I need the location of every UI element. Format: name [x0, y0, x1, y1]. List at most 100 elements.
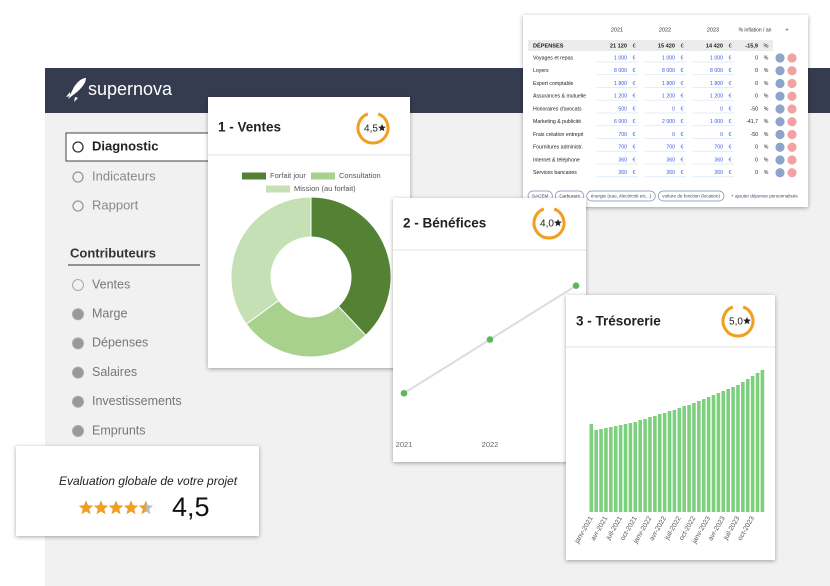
contributor-item[interactable]: Salaires: [92, 365, 137, 379]
contributor-item[interactable]: Investissements: [92, 394, 182, 408]
delete-button[interactable]: [787, 53, 797, 63]
chip-label[interactable]: énergie (eau, électricité etc...): [591, 194, 652, 199]
chip-label[interactable]: + ajouter dépense personnalisée: [731, 194, 798, 199]
bar: [755, 373, 760, 512]
bar: [697, 401, 701, 512]
menu-item[interactable]: Diagnostic: [92, 138, 158, 153]
cell-value: 360: [618, 157, 627, 163]
chip[interactable]: [727, 191, 802, 201]
star-filled: [123, 500, 139, 515]
cell-unit: %: [764, 106, 769, 112]
card-background: [393, 198, 586, 462]
chip-label[interactable]: voiture de fonction (location): [662, 194, 720, 199]
contributor-item[interactable]: Emprunts: [92, 423, 146, 437]
row-label: Marketing & publicité: [533, 119, 581, 125]
cell-inflation: 0: [755, 145, 758, 151]
menu-item[interactable]: Rapport: [92, 197, 139, 212]
cell-value: 700: [618, 132, 627, 138]
point: [400, 389, 408, 397]
edit-button[interactable]: [775, 129, 785, 140]
cell-unit: €: [633, 68, 636, 74]
cell-unit: €: [633, 119, 636, 125]
contributor-icon: [72, 308, 84, 321]
row-label: Voyages et repas: [533, 55, 573, 61]
cell-unit: %: [764, 170, 769, 176]
edit-button[interactable]: [775, 78, 785, 89]
row-label: DÉPENSES: [533, 41, 564, 49]
delete-button[interactable]: [787, 142, 797, 152]
cell-unit: €: [633, 55, 636, 61]
edit-button[interactable]: [775, 142, 785, 152]
cell-unit: €: [681, 81, 684, 87]
contributor-icon: [72, 337, 84, 350]
delete-button[interactable]: [787, 104, 797, 114]
cell-unit: €: [633, 170, 636, 176]
edit-button[interactable]: [775, 104, 785, 114]
cell-value: 8 000: [710, 68, 723, 74]
row-label: Assurances & mutuelle: [533, 94, 586, 100]
column-header: 2022: [659, 27, 671, 33]
delete-button[interactable]: [787, 168, 797, 178]
cell-unit: €: [729, 157, 732, 163]
cell-value: 700: [666, 145, 675, 151]
chip[interactable]: [586, 190, 656, 202]
expenses-table-card: 2021 2022 2023 % inflation / an + DÉPENSES 21 …: [523, 15, 808, 207]
bar: [633, 422, 638, 512]
delete-button[interactable]: [787, 155, 797, 165]
overall-label: Evaluation globale de votre projet: [59, 474, 238, 488]
edit-button[interactable]: [775, 66, 785, 76]
chip[interactable]: [657, 190, 725, 202]
row-label: Honoraires d'avocats: [533, 106, 582, 112]
cell-value: 1 800: [710, 81, 723, 87]
delete-button[interactable]: [787, 91, 797, 101]
bar: [604, 428, 608, 512]
cell-value: 0: [720, 132, 723, 138]
card-title: 1 - Ventes: [218, 120, 281, 135]
bar: [687, 405, 691, 512]
delete-button[interactable]: [787, 129, 797, 140]
chip-label[interactable]: SACEM: [532, 194, 549, 199]
edit-button[interactable]: [775, 53, 785, 63]
cell-value: 1 800: [614, 81, 627, 87]
card-title: 2 - Bénéfices: [403, 216, 486, 231]
star-filled: [93, 500, 109, 515]
cell-inflation: -50: [751, 132, 759, 138]
edit-button[interactable]: [775, 155, 785, 165]
menu-item[interactable]: Indicateurs: [92, 168, 156, 183]
delete-button[interactable]: [787, 66, 797, 76]
cell-unit: €: [729, 94, 732, 100]
cell-value: 700: [618, 145, 627, 151]
delete-button[interactable]: [787, 117, 797, 127]
cell-unit: %: [764, 81, 769, 87]
column-header: 2021: [611, 27, 623, 33]
contributor-item[interactable]: Dépenses: [92, 336, 148, 350]
cell-unit: €: [633, 132, 636, 138]
card-background: [16, 446, 259, 536]
cell-value: 1 200: [662, 94, 675, 100]
edit-button[interactable]: [775, 91, 785, 101]
cell-unit: €: [728, 43, 732, 49]
section-title: Contributeurs: [70, 245, 156, 260]
menu-icon: [72, 141, 84, 153]
edit-button[interactable]: [775, 117, 785, 127]
delete-button[interactable]: [787, 78, 797, 89]
bar: [716, 393, 721, 512]
cell-unit: €: [633, 94, 636, 100]
contributor-item[interactable]: Ventes: [92, 277, 130, 291]
cell-unit: €: [681, 106, 684, 112]
column-header: +: [785, 27, 788, 33]
bar: [692, 403, 696, 512]
cell-inflation: 0: [755, 68, 758, 74]
chip-label[interactable]: Carburant: [559, 194, 580, 199]
menu-selected-box: [65, 132, 219, 162]
cell-unit: €: [681, 119, 684, 125]
cell-value: 0: [720, 106, 723, 112]
edit-button[interactable]: [775, 168, 785, 178]
cell-value: 0: [672, 106, 675, 112]
contributor-item[interactable]: Marge: [92, 306, 127, 320]
cell-inflation: 0: [755, 157, 758, 163]
bar: [618, 425, 623, 512]
cell-unit: €: [729, 119, 732, 125]
cell-unit: €: [681, 55, 684, 61]
